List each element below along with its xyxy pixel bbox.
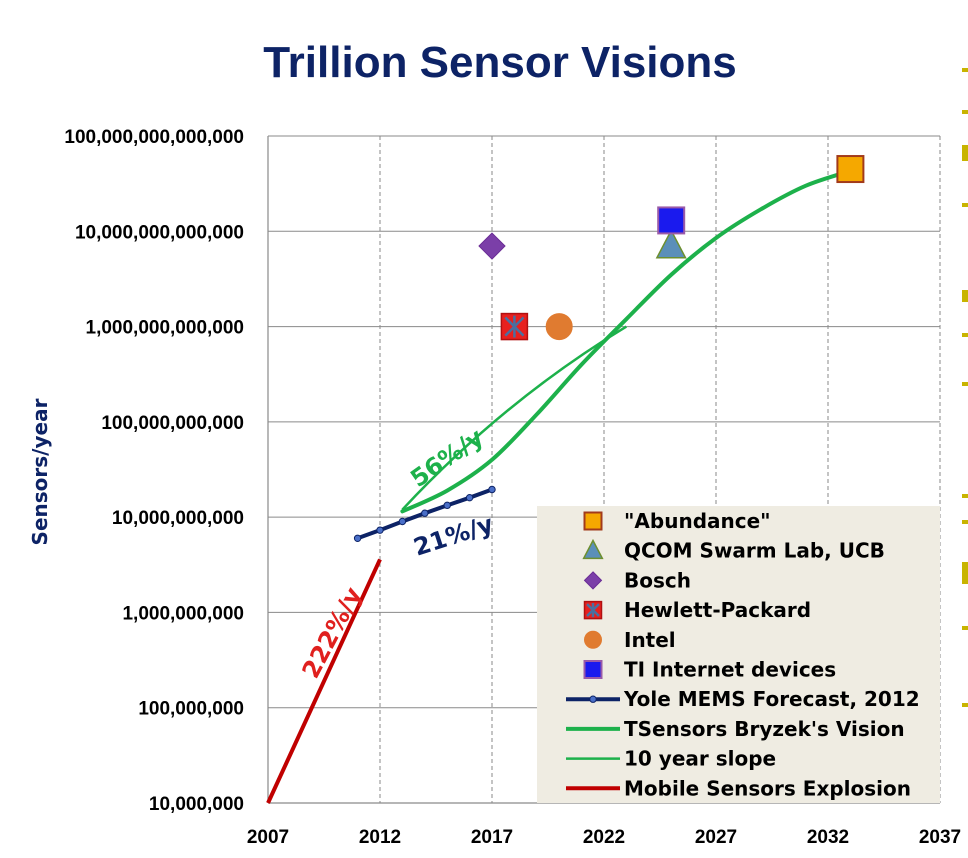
edge-mark xyxy=(962,110,968,114)
series-marker-2 xyxy=(478,232,506,260)
series-point xyxy=(376,526,384,534)
x-tick-label: 2012 xyxy=(359,827,401,848)
y-tick-label: 100,000,000,000 xyxy=(101,413,244,434)
legend-entry-4-label: Intel xyxy=(624,628,676,652)
legend: "Abundance" QCOM Swarm Lab, UCB Bosch Hewle… xyxy=(537,506,940,803)
edge-mark xyxy=(962,562,968,584)
y-tick-label: 1,000,000,000 xyxy=(122,603,244,624)
legend-entry-2-label: Bosch xyxy=(624,568,691,592)
x-tick-label: 2022 xyxy=(583,827,625,848)
legend-entry-4-symbol xyxy=(584,630,602,649)
legend-entry-9-label: Mobile Sensors Explosion xyxy=(624,776,911,800)
x-tick-label: 2032 xyxy=(807,827,849,848)
series-marker-1 xyxy=(655,228,687,259)
series-point xyxy=(488,485,496,494)
edge-mark xyxy=(962,145,968,161)
edge-mark xyxy=(962,382,968,386)
x-tick-label: 2007 xyxy=(247,827,289,848)
x-tick-label: 2027 xyxy=(695,827,737,848)
x-tick-label: 2017 xyxy=(471,827,513,848)
legend-entry-5-symbol xyxy=(583,660,603,679)
y-tick-label: 10,000,000 xyxy=(149,794,244,815)
legend-entry-0-label: "Abundance" xyxy=(624,509,771,533)
x-tick-label: 2037 xyxy=(919,827,961,848)
y-tick-label: 10,000,000,000 xyxy=(112,508,244,529)
edge-mark xyxy=(962,203,968,207)
series-marker-4 xyxy=(545,313,573,341)
y-tick-label: 1,000,000,000,000 xyxy=(86,318,245,339)
edge-mark xyxy=(962,626,968,630)
legend-entry-1-symbol xyxy=(582,538,604,560)
series-point xyxy=(353,534,362,542)
edge-mark xyxy=(962,703,968,707)
legend-entry-6-label: Yole MEMS Forecast, 2012 xyxy=(623,687,920,711)
series-point xyxy=(398,517,407,526)
legend-entry-6-dot xyxy=(589,695,597,703)
series-marker-0 xyxy=(836,155,865,184)
legend-entry-7-label: TSensors Bryzek's Vision xyxy=(624,717,905,741)
series-point xyxy=(421,509,429,517)
series-line-7 xyxy=(400,168,853,514)
edge-mark xyxy=(962,290,968,302)
legend-entry-1-label: QCOM Swarm Lab, UCB xyxy=(624,539,885,563)
edge-mark xyxy=(962,68,968,72)
legend-entry-2-symbol xyxy=(583,571,603,590)
y-tick-label: 10,000,000,000,000 xyxy=(75,222,244,243)
legend-entry-5-label: TI Internet devices xyxy=(624,658,836,682)
series-marker-5 xyxy=(657,206,686,235)
series-point xyxy=(465,493,474,502)
y-tick-label: 100,000,000,000,000 xyxy=(64,127,244,148)
legend-entry-8-label: 10 year slope xyxy=(624,747,776,771)
legend-box xyxy=(537,506,940,803)
chart-title: Trillion Sensor Visions xyxy=(263,38,737,87)
edge-mark xyxy=(962,333,968,337)
series-point xyxy=(443,501,451,510)
series-line-8 xyxy=(401,325,628,511)
series-line-9 xyxy=(266,558,382,804)
edge-mark xyxy=(962,494,968,498)
y-tick-label: 100,000,000 xyxy=(138,699,244,720)
legend-entry-3-label: Hewlett-Packard xyxy=(624,598,811,622)
edge-mark xyxy=(962,520,968,524)
legend-entry-0-symbol xyxy=(583,511,603,531)
